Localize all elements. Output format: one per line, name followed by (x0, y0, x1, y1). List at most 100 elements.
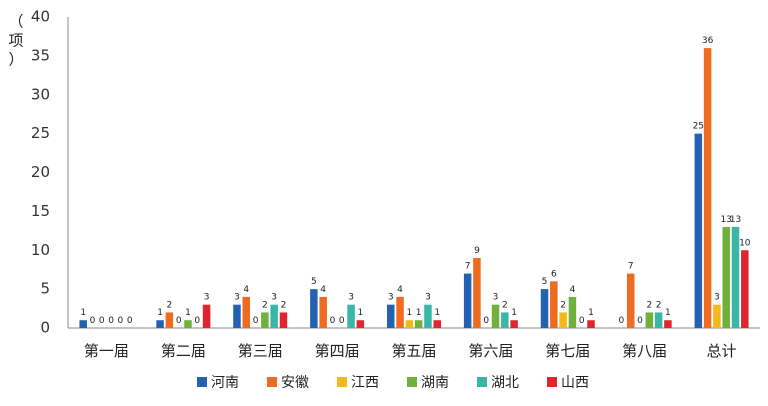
y-tick-label: 5 (40, 280, 50, 298)
bar (405, 320, 414, 328)
y-tick-label: 30 (31, 85, 50, 103)
bar (550, 281, 558, 328)
data-label: 2 (167, 300, 173, 310)
bars (79, 48, 749, 329)
bar (510, 320, 518, 328)
bar (433, 320, 441, 328)
data-label: 0 (579, 316, 585, 326)
bar (694, 133, 703, 329)
bar (184, 320, 192, 328)
x-category-label: 第五届 (391, 342, 436, 360)
bar (424, 304, 432, 328)
x-axis-categories: 第一届 第二届 第三届 第四届 第五届 第六届 第七届 第八届 总计 (84, 342, 737, 360)
legend: 河南 安徽 江西 湖南 湖北 山西 (197, 375, 589, 391)
data-label: 2 (502, 300, 508, 310)
y-axis-label-char: 项 (8, 32, 23, 50)
x-category-label: 第三届 (238, 342, 283, 360)
data-label: 1 (588, 308, 594, 318)
data-label: 5 (542, 277, 548, 287)
data-label: 0 (194, 316, 200, 326)
data-label: 0 (127, 316, 133, 326)
data-label: 0 (619, 316, 625, 326)
y-tick-label: 15 (31, 202, 50, 220)
data-label: 0 (339, 316, 345, 326)
bar (233, 304, 241, 328)
y-tick-label: 35 (31, 46, 50, 64)
y-tick-label: 20 (31, 163, 50, 181)
bar (270, 304, 278, 328)
data-label: 1 (357, 308, 363, 318)
data-label: 25 (693, 122, 704, 132)
bar (387, 304, 395, 328)
bar (741, 250, 749, 328)
data-label: 2 (281, 300, 287, 310)
x-category-label: 第一届 (84, 342, 129, 360)
bar (568, 296, 577, 328)
bar (703, 48, 712, 328)
x-category-label: 第七届 (545, 342, 590, 360)
data-label: 0 (483, 316, 489, 326)
data-label: 0 (253, 316, 259, 326)
bar (473, 258, 481, 328)
data-label: 1 (80, 308, 86, 318)
data-label: 7 (465, 262, 471, 272)
data-label: 4 (320, 285, 326, 295)
data-label: 1 (185, 308, 191, 318)
bar (463, 273, 472, 328)
bar (722, 226, 730, 328)
bar (279, 312, 288, 328)
data-label: 3 (714, 293, 720, 303)
bar (356, 320, 365, 328)
data-label: 0 (108, 316, 114, 326)
bar (319, 296, 327, 328)
x-category-label: 第八届 (622, 342, 667, 360)
legend-swatch (407, 377, 417, 387)
y-tick-label: 10 (31, 241, 50, 259)
data-label: 3 (425, 293, 431, 303)
bar (202, 304, 211, 328)
data-label: 2 (656, 300, 662, 310)
legend-label: 山西 (561, 375, 589, 391)
y-axis-label: （项） (8, 13, 23, 69)
data-label: 3 (204, 293, 210, 303)
bar (645, 312, 654, 328)
data-label: 2 (560, 300, 566, 310)
bar (559, 312, 567, 328)
bar (261, 312, 269, 328)
bar (713, 304, 721, 328)
bar (626, 273, 635, 328)
bar (654, 312, 663, 328)
data-label: 0 (99, 316, 105, 326)
data-label: 2 (262, 300, 268, 310)
data-label: 0 (330, 316, 336, 326)
legend-label: 江西 (351, 375, 379, 391)
bar (540, 289, 549, 329)
x-category-label: 总计 (707, 342, 737, 360)
bar (310, 289, 318, 329)
data-label: 1 (157, 308, 163, 318)
legend-swatch (197, 377, 207, 387)
data-label: 4 (397, 285, 403, 295)
bar (414, 320, 423, 328)
legend-swatch (547, 377, 557, 387)
bar (165, 312, 174, 328)
bar (396, 296, 404, 328)
legend-label: 安徽 (281, 375, 309, 391)
data-label: 3 (493, 293, 499, 303)
data-label: 1 (416, 308, 422, 318)
data-label: 6 (551, 269, 557, 279)
x-category-label: 第二届 (161, 342, 206, 360)
data-label: 1 (511, 308, 517, 318)
data-label: 3 (348, 293, 354, 303)
data-label: 4 (570, 285, 576, 295)
data-label: 13 (720, 215, 731, 225)
y-tick-label: 40 (31, 8, 50, 26)
legend-label: 湖北 (491, 375, 519, 391)
data-label: 9 (474, 246, 480, 256)
x-category-label: 第四届 (315, 342, 360, 360)
legend-label: 河南 (211, 375, 239, 391)
bar (664, 320, 672, 328)
